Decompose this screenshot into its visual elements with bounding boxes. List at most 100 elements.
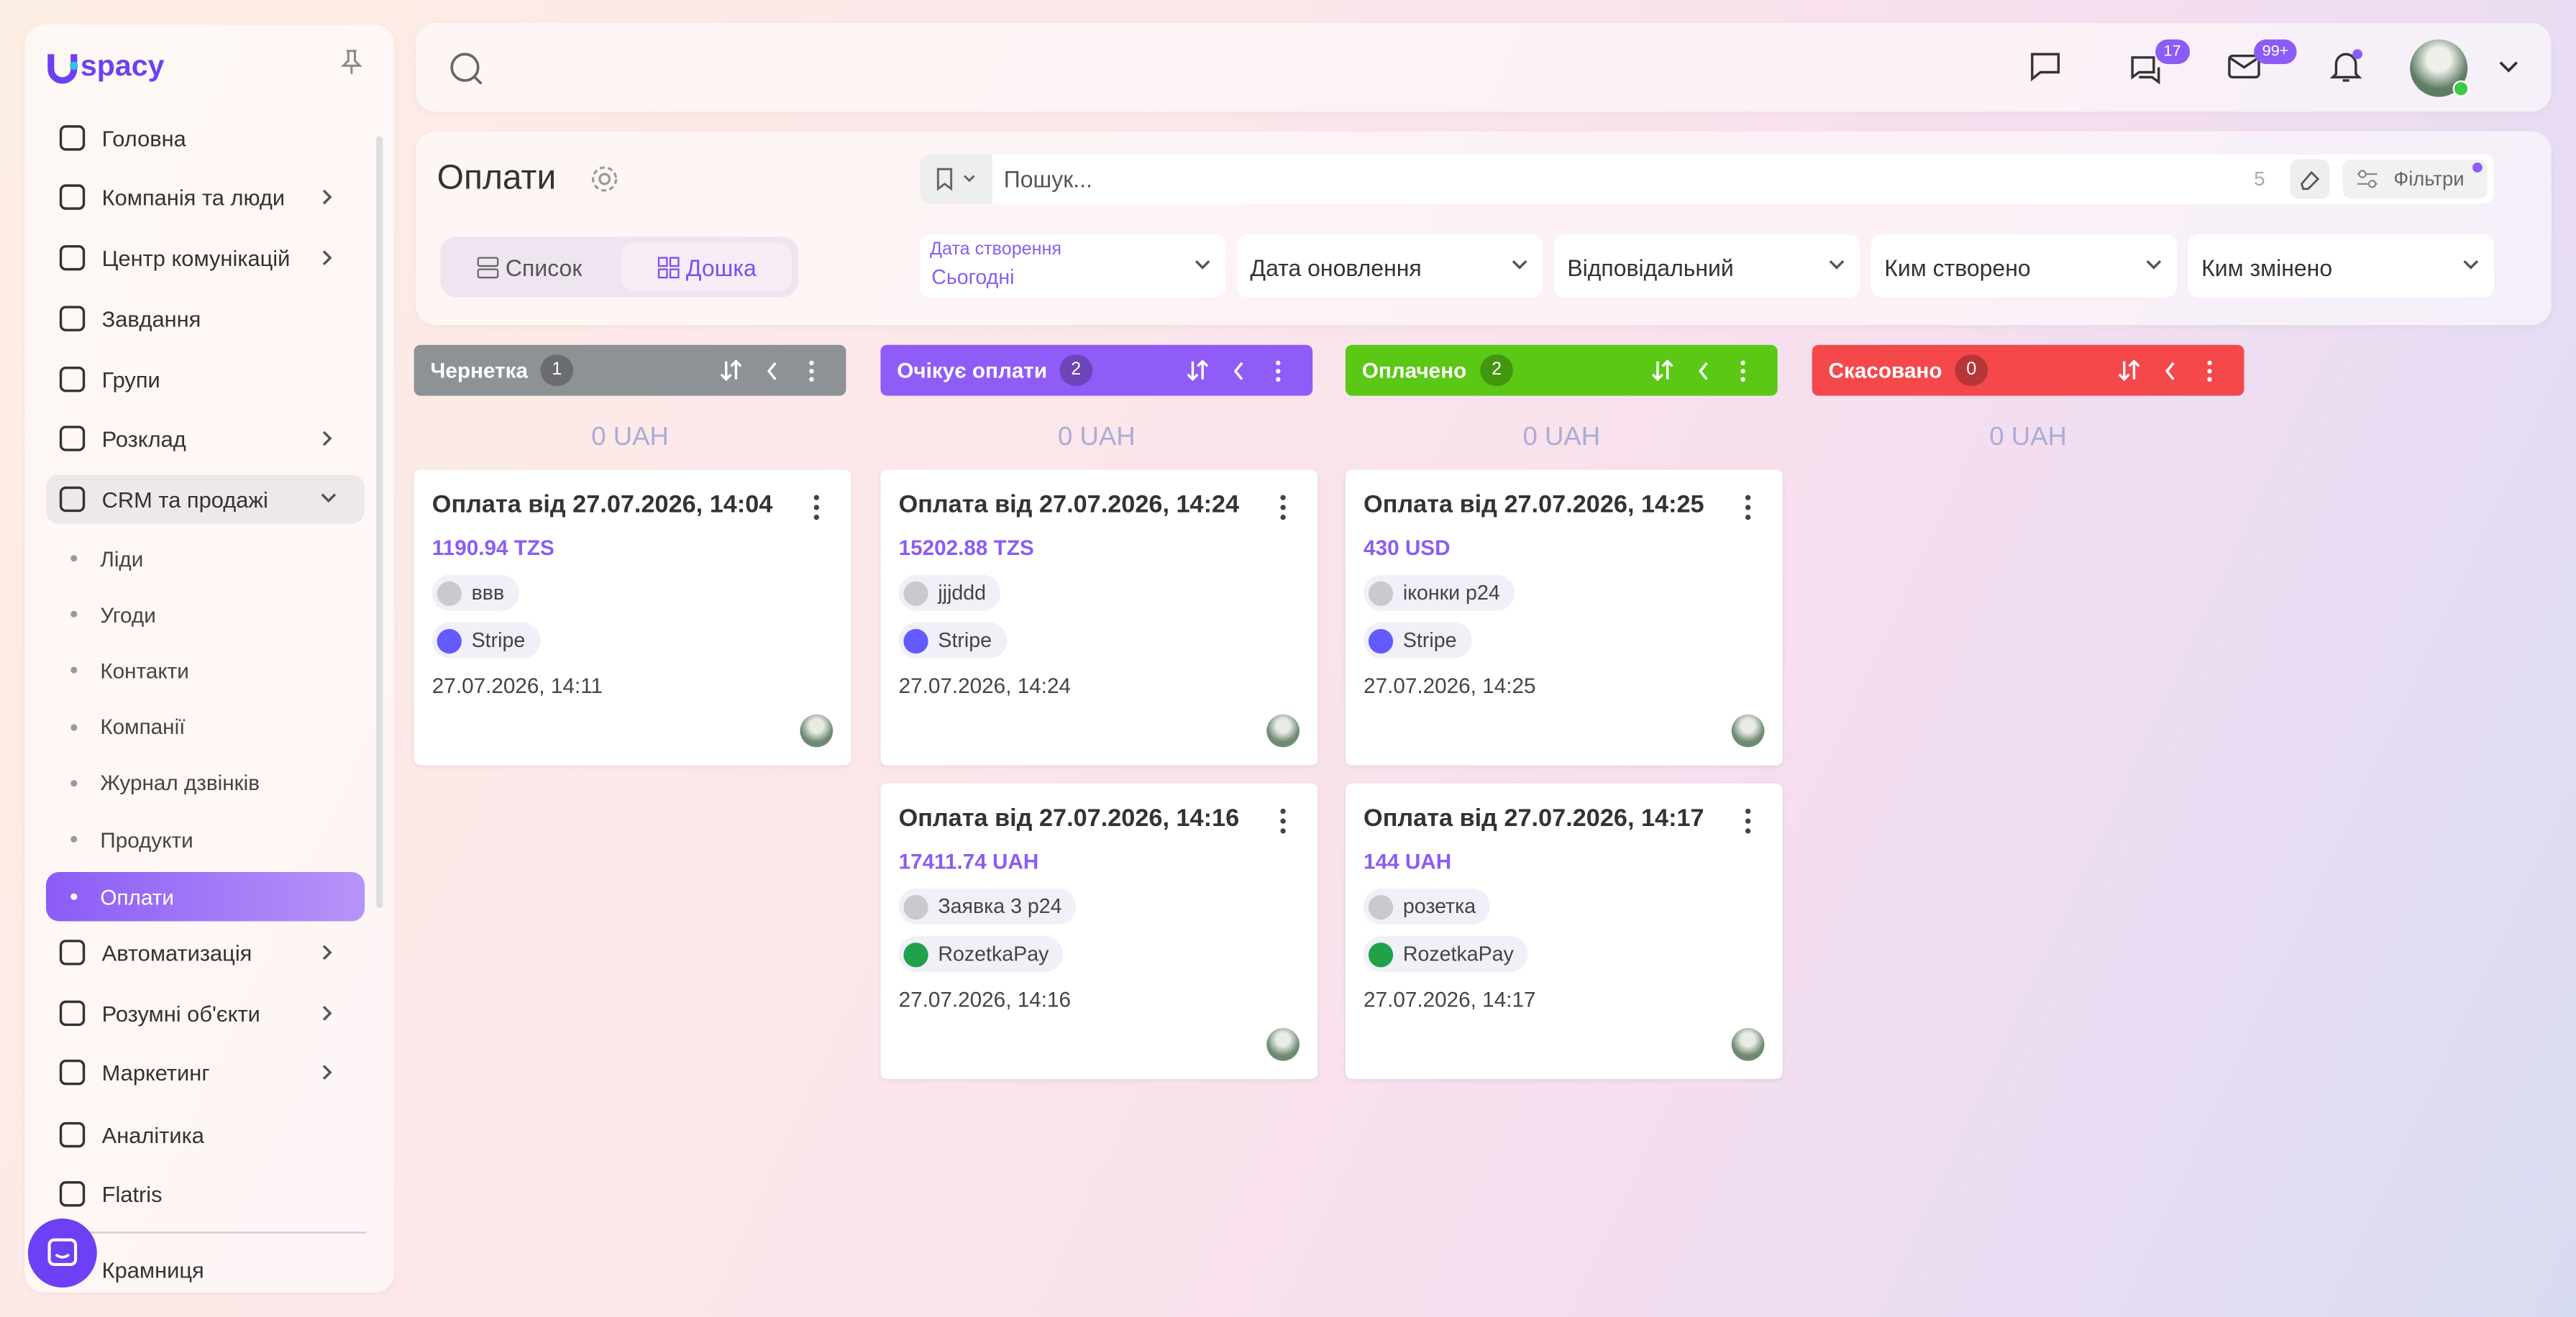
card-amount: 1190.94 TZS <box>431 535 554 560</box>
menu-icon <box>59 486 86 513</box>
submenu-item[interactable]: Продукти <box>46 816 365 862</box>
eraser-icon <box>2300 170 2320 191</box>
filter-select[interactable]: Відповідальний <box>1554 234 1860 298</box>
contact-name: Заявка 3 p24 <box>938 894 1062 918</box>
menu-item[interactable]: Компанія та люди <box>46 173 365 222</box>
settings-button[interactable] <box>590 164 619 193</box>
chevron <box>322 945 332 960</box>
chevron <box>322 189 332 205</box>
menu-label: Розумні об'єкти <box>101 1001 260 1026</box>
dropdown-chevron <box>1829 260 1845 270</box>
search-bar[interactable]: Пошук... 5 Фільтри <box>920 154 2494 204</box>
card-menu[interactable] <box>1278 495 1288 521</box>
saved-filters[interactable] <box>920 154 992 204</box>
chevron <box>322 1065 332 1080</box>
chat-widget[interactable] <box>27 1219 97 1288</box>
column-count: 0 <box>1955 354 1988 386</box>
card-menu[interactable] <box>1743 495 1753 521</box>
card-amount: 17411.74 UAH <box>898 849 1039 874</box>
filter-value: Сьогодні <box>931 266 1015 290</box>
menu-item[interactable]: Головна <box>46 114 365 163</box>
payment-card[interactable]: Оплата від 27.07.2026, 14:17 144 UAH розет… <box>1345 783 1783 1079</box>
column-actions[interactable] <box>1651 354 1766 387</box>
contact-name: jjjddd <box>938 581 987 605</box>
filter-select[interactable]: Дата оновлення <box>1237 234 1543 298</box>
dropdown-chevron <box>1512 260 1527 270</box>
view-board-label: Дошка <box>685 253 757 280</box>
logo-text: spacy <box>80 49 165 83</box>
menu-item[interactable]: Розклад <box>46 414 365 464</box>
filters-button[interactable]: Фільтри <box>2342 159 2488 199</box>
menu-label: Крамниця <box>101 1257 204 1282</box>
menu-icon <box>59 125 86 151</box>
column-actions[interactable] <box>720 354 835 387</box>
card-avatar <box>1266 1028 1300 1061</box>
filter-select[interactable]: Ким створено <box>1871 234 2177 298</box>
menu-icon <box>59 306 86 331</box>
provider-name: RozetkaPay <box>1402 942 1514 966</box>
menu-label: CRM та продажі <box>101 487 268 512</box>
submenu-item[interactable]: Контакти <box>46 648 365 694</box>
submenu-item[interactable]: Угоди <box>46 592 365 638</box>
column-actions[interactable] <box>2118 354 2233 387</box>
contact-chip: розетка <box>1364 888 1491 925</box>
payment-card[interactable]: Оплата від 27.07.2026, 14:25 430 USD іконк… <box>1345 469 1783 766</box>
menu-label: Аналітика <box>101 1122 204 1147</box>
contact-icon <box>903 894 928 919</box>
provider-name: Stripe <box>938 628 992 652</box>
submenu-item[interactable]: Компанії <box>46 704 365 750</box>
filter-select[interactable]: Ким змінено <box>2188 234 2494 298</box>
topbar: 17 99+ <box>415 22 2552 112</box>
card-date: 27.07.2026, 14:16 <box>898 986 1072 1012</box>
menu-item[interactable]: Маркетинг <box>46 1047 365 1097</box>
submenu-item[interactable]: Ліди <box>46 536 365 582</box>
column-header: Очікує оплати 2 <box>880 344 1313 396</box>
dropdown-chevron <box>2463 260 2479 270</box>
notifications-button[interactable] <box>2328 47 2364 83</box>
search-icon[interactable] <box>449 51 485 87</box>
card-menu[interactable] <box>811 495 821 521</box>
menu-item[interactable]: CRM та продажі <box>45 474 365 524</box>
menu-item[interactable]: Центр комунікацій <box>46 233 365 283</box>
menu-item[interactable]: Автоматизація <box>46 928 365 978</box>
filter-select[interactable]: Дата створення Сьогодні <box>920 234 1226 298</box>
column-name: Оплачено <box>1361 357 1467 383</box>
provider-chip: Stripe <box>431 622 540 659</box>
card-avatar <box>800 714 833 748</box>
card-amount: 15202.88 TZS <box>898 535 1034 560</box>
provider-icon <box>903 628 928 653</box>
pin-button[interactable] <box>340 50 363 76</box>
card-menu[interactable] <box>1743 808 1753 835</box>
view-list[interactable]: Список <box>447 243 611 290</box>
clear-button[interactable] <box>2290 159 2330 199</box>
contact-icon <box>903 580 928 605</box>
card-date: 27.07.2026, 14:11 <box>431 673 603 698</box>
card-menu[interactable] <box>1278 808 1288 835</box>
contact-chip: іконки p24 <box>1364 574 1515 611</box>
filters-icon <box>2357 170 2378 188</box>
menu-item[interactable]: Групи <box>46 354 365 404</box>
user-menu-toggle[interactable] <box>2497 59 2520 75</box>
filter-value: Дата оновлення <box>1250 254 1422 281</box>
payment-card[interactable]: Оплата від 27.07.2026, 14:04 1190.94 TZS в… <box>414 469 851 766</box>
menu-item[interactable]: Розумні об'єкти <box>46 988 365 1038</box>
payment-card[interactable]: Оплата від 27.07.2026, 14:24 15202.88 TZS… <box>880 469 1318 766</box>
view-board[interactable]: Дошка <box>621 243 793 291</box>
menu-item[interactable]: Flatris <box>46 1169 365 1219</box>
filter-label: Дата створення <box>929 239 1062 260</box>
submenu-item[interactable]: Журнал дзвінків <box>46 760 365 806</box>
column-header: Скасовано 0 <box>1812 344 2244 396</box>
provider-name: RozetkaPay <box>938 942 1049 966</box>
submenu-item[interactable]: Оплати <box>45 872 365 922</box>
menu-label: Центр комунікацій <box>101 245 291 270</box>
mail-button[interactable] <box>2228 52 2261 82</box>
messages-button[interactable] <box>2029 50 2062 83</box>
payment-card[interactable]: Оплата від 27.07.2026, 14:16 17411.74 UAH… <box>880 783 1318 1079</box>
column-actions[interactable] <box>1186 354 1301 387</box>
menu-icon <box>59 940 86 965</box>
chats-button[interactable] <box>2129 52 2162 86</box>
menu-item[interactable]: Завдання <box>46 294 365 344</box>
menu-item[interactable]: Аналітика <box>46 1110 365 1160</box>
menu-label: Головна <box>101 125 186 151</box>
